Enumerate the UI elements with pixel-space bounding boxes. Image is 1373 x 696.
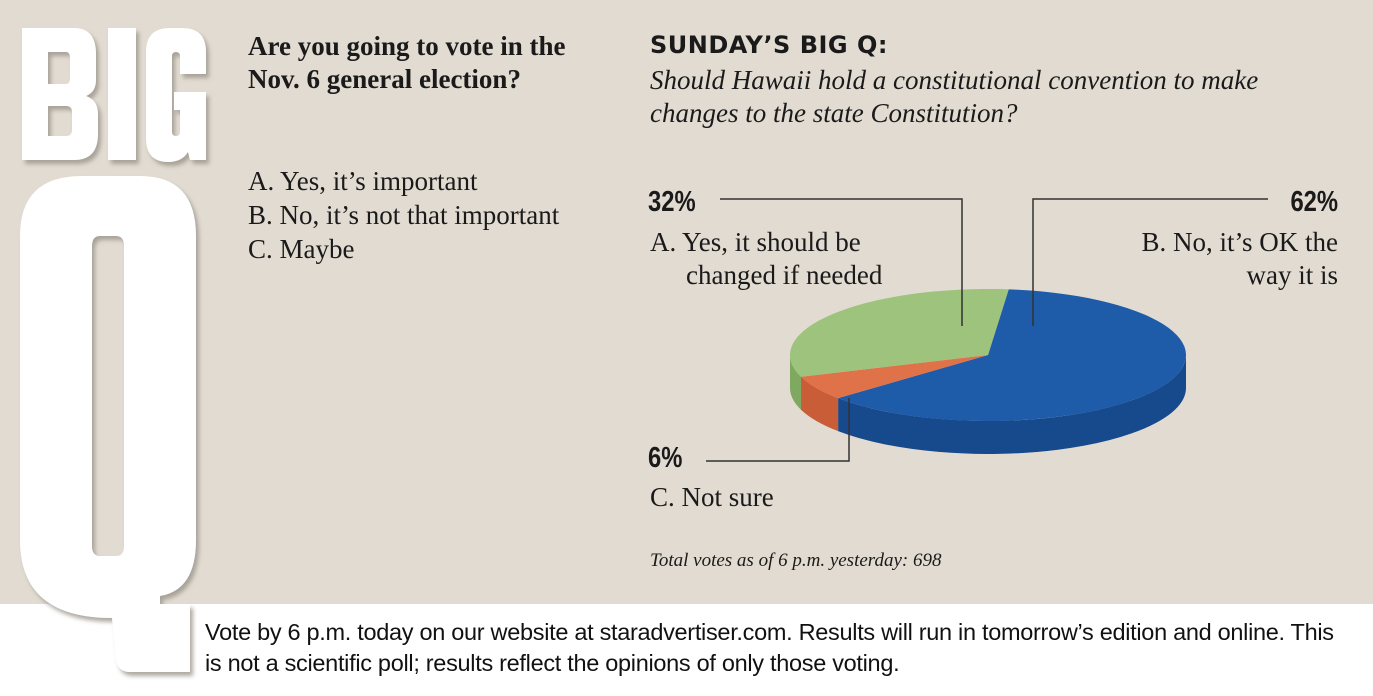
- pie-slice-c: [801, 355, 988, 399]
- percent-label-c: 6%: [648, 442, 683, 474]
- percent-label-b: 62%: [1290, 186, 1338, 218]
- pie-slice-a: [789, 289, 1009, 377]
- current-question-options: A. Yes, it’s important B. No, it’s not t…: [248, 164, 568, 266]
- option-b: B. No, it’s not that important: [248, 200, 560, 230]
- slice-label-b: B. No, it’s OK the way it is: [1141, 227, 1338, 290]
- option-c: C. Maybe: [248, 234, 355, 264]
- option-a: A. Yes, it’s important: [248, 166, 478, 196]
- sunday-heading: SUNDAY’S BIG Q:: [650, 31, 888, 59]
- current-question-title: Are you going to vote in the Nov. 6 gene…: [248, 31, 566, 94]
- sunday-question: Should Hawaii hold a constitutional conv…: [650, 65, 1259, 128]
- background-panel: [0, 0, 1373, 604]
- leader-line-c: [706, 398, 850, 462]
- total-votes: Total votes as of 6 p.m. yesterday: 698: [650, 550, 942, 571]
- leader-line-b: [1032, 198, 1268, 326]
- pie-slice-b: [838, 289, 1186, 421]
- slice-label-a: A. Yes, it should be changed if needed: [650, 227, 883, 290]
- slice-label-c: C. Not sure: [650, 482, 774, 512]
- pie-side-c: [801, 376, 839, 432]
- results-pie-chart: [706, 198, 1268, 462]
- big-q-logo: [20, 28, 206, 672]
- leader-line-a: [720, 198, 963, 326]
- percent-label-a: 32%: [648, 186, 696, 218]
- pie-side-b: [838, 355, 1186, 455]
- footer-note: Vote by 6 p.m. today on our website at s…: [205, 619, 1334, 676]
- pie-side-a: [790, 355, 802, 410]
